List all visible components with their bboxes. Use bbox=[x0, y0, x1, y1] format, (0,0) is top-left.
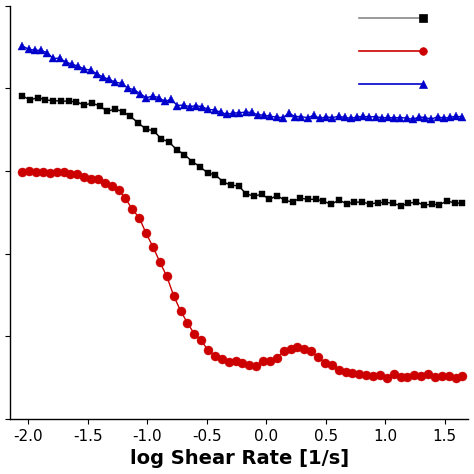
X-axis label: log Shear Rate [1/s]: log Shear Rate [1/s] bbox=[130, 449, 349, 468]
